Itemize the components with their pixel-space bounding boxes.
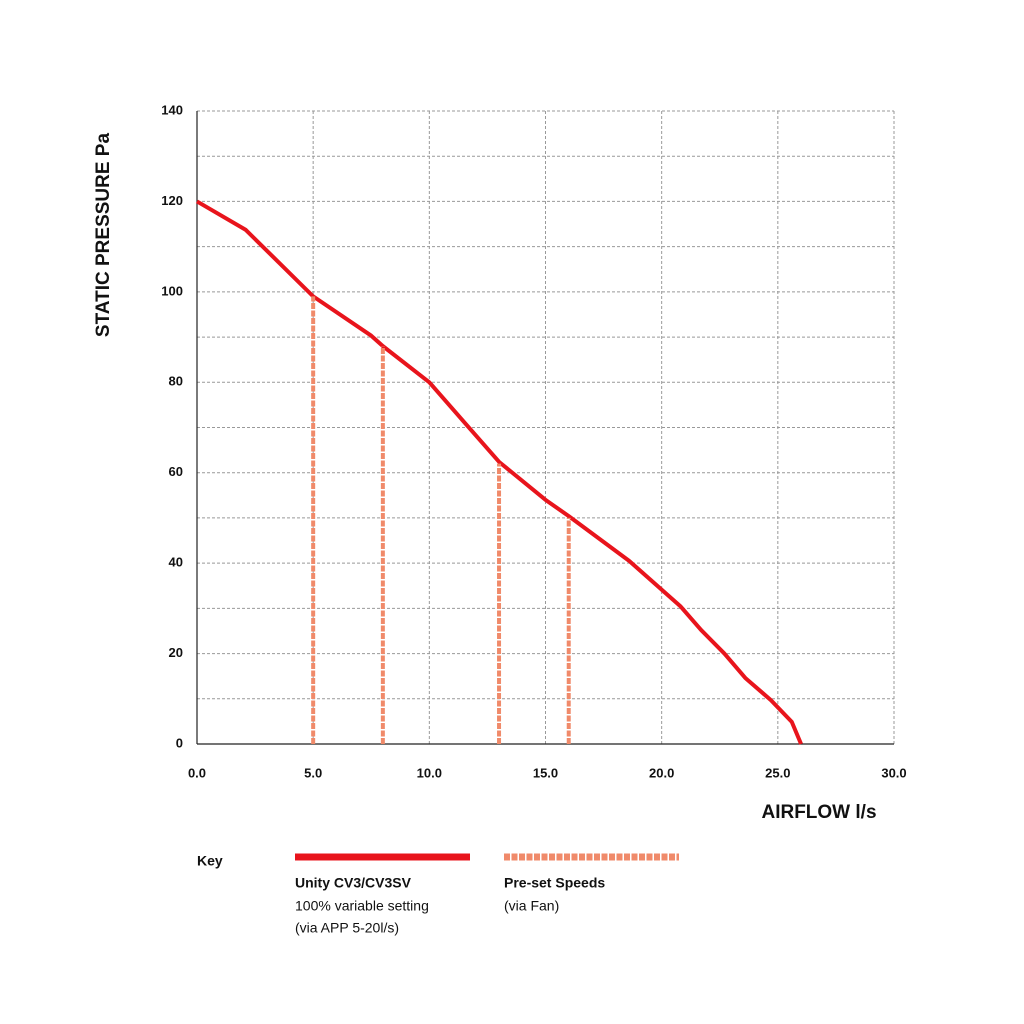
- x-tick-label: 10.0: [417, 765, 442, 780]
- x-tick-label: 30.0: [881, 765, 906, 780]
- legend-label: Unity CV3/CV3SV: [295, 875, 412, 891]
- legend-description: 100% variable setting: [295, 898, 429, 914]
- y-tick-label: 140: [161, 102, 183, 117]
- y-axis-label: STATIC PRESSURE Pa: [93, 133, 114, 338]
- x-tick-label: 25.0: [765, 765, 790, 780]
- legend-label: Pre-set Speeds: [504, 875, 605, 891]
- y-tick-label: 20: [169, 645, 183, 660]
- y-tick-label: 0: [176, 735, 183, 750]
- x-tick-label: 15.0: [533, 765, 558, 780]
- legend-description: (via APP 5-20l/s): [295, 920, 399, 936]
- x-tick-label: 0.0: [188, 765, 206, 780]
- x-axis-label: AIRFLOW l/s: [761, 802, 876, 823]
- y-tick-label: 40: [169, 555, 183, 570]
- legend-description: (via Fan): [504, 898, 559, 914]
- curve: [195, 199, 803, 745]
- y-tick-label: 120: [161, 193, 183, 208]
- y-tick-label: 80: [169, 374, 183, 389]
- legend-title: Key: [197, 853, 223, 869]
- x-tick-label: 20.0: [649, 765, 674, 780]
- x-tick-label: 5.0: [304, 765, 322, 780]
- y-tick-label: 60: [169, 464, 183, 479]
- y-tick-label: 100: [161, 283, 183, 298]
